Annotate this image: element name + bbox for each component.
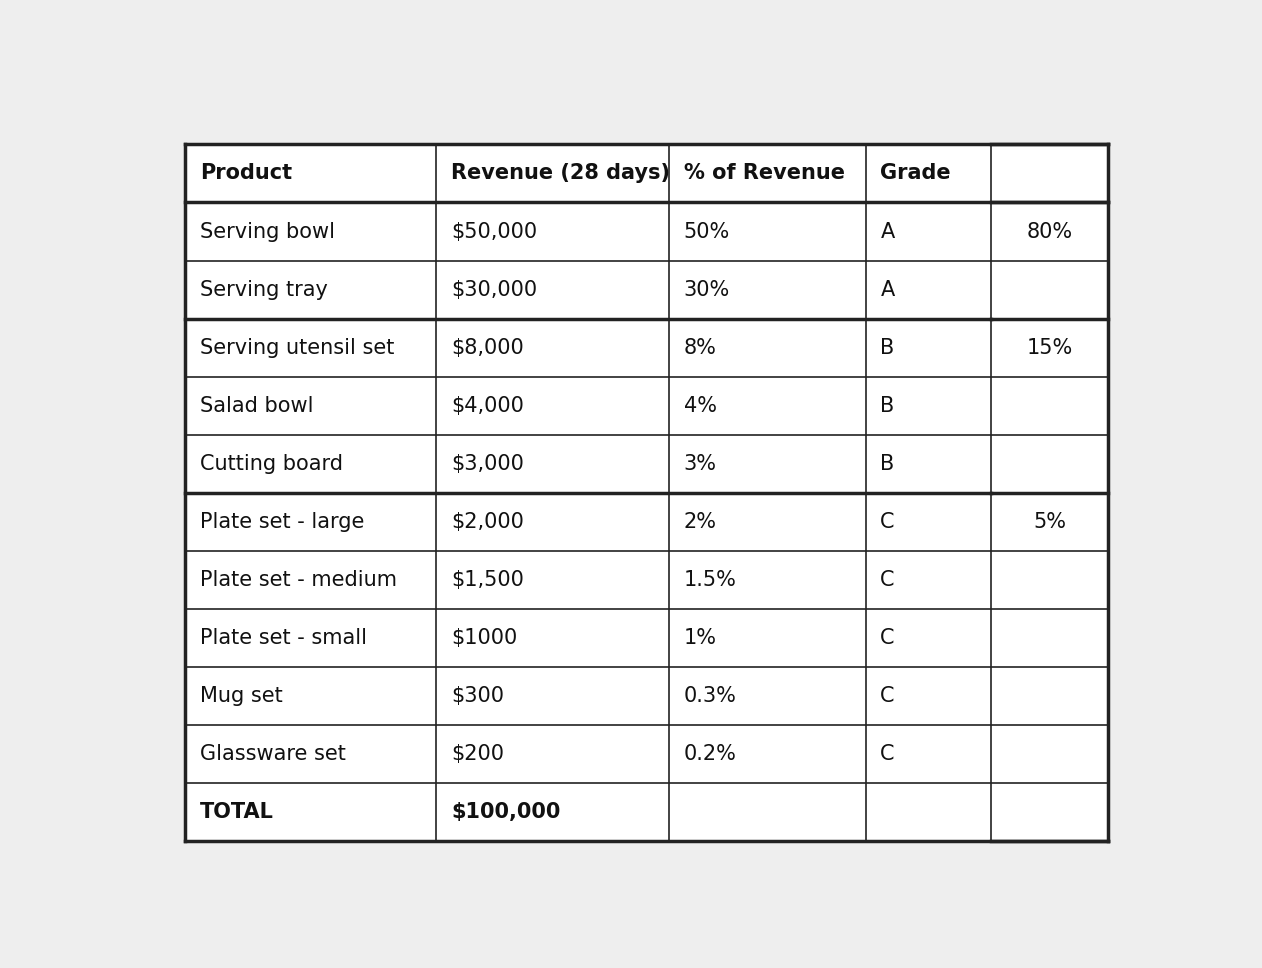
Text: 8%: 8%	[684, 338, 717, 357]
Text: Serving utensil set: Serving utensil set	[199, 338, 394, 357]
Text: 80%: 80%	[1027, 222, 1073, 241]
Text: B: B	[881, 454, 895, 473]
Text: % of Revenue: % of Revenue	[684, 164, 844, 184]
Text: B: B	[881, 338, 895, 357]
Text: $8,000: $8,000	[451, 338, 524, 357]
Text: Glassware set: Glassware set	[199, 743, 346, 764]
Text: Revenue (28 days): Revenue (28 days)	[451, 164, 670, 184]
Text: 30%: 30%	[684, 280, 729, 299]
Text: $4,000: $4,000	[451, 396, 524, 415]
Text: 50%: 50%	[684, 222, 729, 241]
Text: 0.2%: 0.2%	[684, 743, 737, 764]
Text: Plate set - medium: Plate set - medium	[199, 569, 398, 590]
Text: $30,000: $30,000	[451, 280, 538, 299]
Text: Mug set: Mug set	[199, 685, 283, 706]
Text: Product: Product	[199, 164, 292, 184]
Text: 5%: 5%	[1034, 511, 1066, 531]
Text: 3%: 3%	[684, 454, 717, 473]
Text: C: C	[881, 511, 895, 531]
Text: Grade: Grade	[881, 164, 952, 184]
Text: $1000: $1000	[451, 627, 517, 648]
Text: TOTAL: TOTAL	[199, 802, 274, 822]
Text: Cutting board: Cutting board	[199, 454, 343, 473]
Text: $2,000: $2,000	[451, 511, 524, 531]
Text: A: A	[881, 222, 895, 241]
Text: 15%: 15%	[1027, 338, 1073, 357]
Text: Serving tray: Serving tray	[199, 280, 328, 299]
Text: 2%: 2%	[684, 511, 717, 531]
Text: 1%: 1%	[684, 627, 717, 648]
Text: C: C	[881, 569, 895, 590]
Text: Serving bowl: Serving bowl	[199, 222, 334, 241]
Text: B: B	[881, 396, 895, 415]
Text: Salad bowl: Salad bowl	[199, 396, 313, 415]
Text: Plate set - large: Plate set - large	[199, 511, 365, 531]
Text: $50,000: $50,000	[451, 222, 538, 241]
Text: C: C	[881, 627, 895, 648]
Text: 1.5%: 1.5%	[684, 569, 737, 590]
Text: 0.3%: 0.3%	[684, 685, 737, 706]
Text: C: C	[881, 685, 895, 706]
Text: Plate set - small: Plate set - small	[199, 627, 367, 648]
Text: $3,000: $3,000	[451, 454, 524, 473]
Text: $200: $200	[451, 743, 504, 764]
Text: $1,500: $1,500	[451, 569, 524, 590]
Text: C: C	[881, 743, 895, 764]
Text: A: A	[881, 280, 895, 299]
Text: $100,000: $100,000	[451, 802, 560, 822]
Text: 4%: 4%	[684, 396, 717, 415]
Text: $300: $300	[451, 685, 504, 706]
